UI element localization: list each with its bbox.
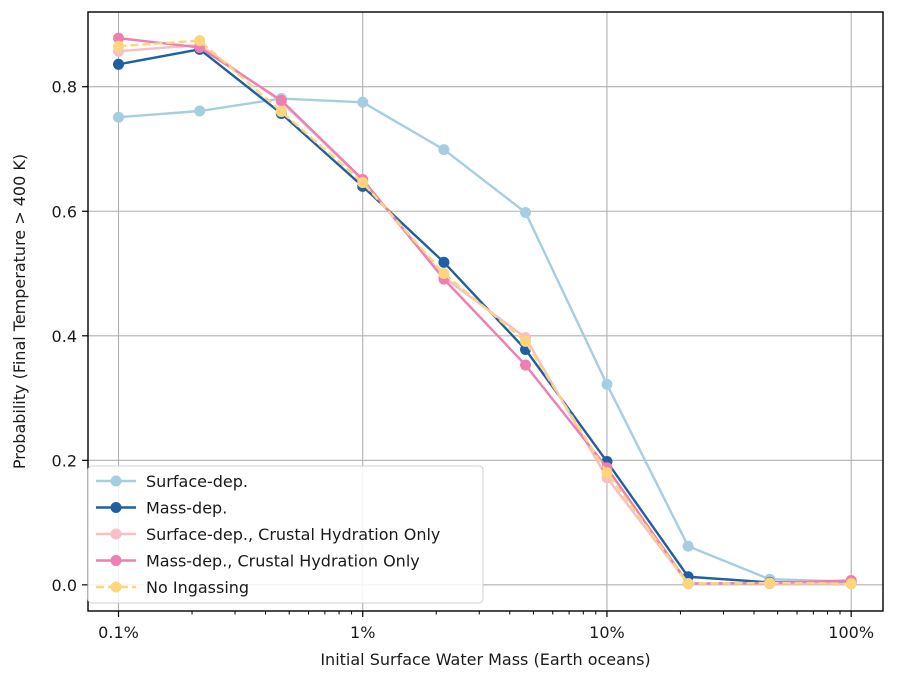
legend-label: Surface-dep. <box>146 472 248 491</box>
data-point <box>682 540 694 552</box>
data-point <box>438 268 450 280</box>
y-tick-label: 0.2 <box>52 451 77 470</box>
x-tick-label: 1% <box>350 623 375 642</box>
legend-marker <box>110 528 122 540</box>
x-tick-label: 100% <box>828 623 874 642</box>
legend-marker <box>110 555 122 566</box>
series-5 <box>113 35 857 590</box>
legend-label: Surface-dep., Crustal Hydration Only <box>146 525 440 544</box>
data-point <box>601 378 613 390</box>
legend-marker <box>110 581 122 593</box>
data-point <box>113 32 125 44</box>
data-point <box>275 94 287 106</box>
data-point <box>194 35 206 47</box>
legend-entry: Mass-dep., Crustal Hydration Only <box>96 552 420 571</box>
data-point <box>438 144 450 156</box>
y-tick-label: 0.8 <box>52 78 77 97</box>
x-tick-label: 0.1% <box>98 623 139 642</box>
y-tick-label: 0.0 <box>52 576 77 595</box>
y-axis-label: Probability (Final Temperature > 400 K) <box>10 154 29 469</box>
data-point <box>520 335 532 347</box>
data-point <box>520 359 532 371</box>
data-point <box>275 106 287 118</box>
data-point <box>194 105 206 117</box>
legend-entry: No Ingassing <box>96 578 249 597</box>
data-point <box>113 58 125 70</box>
data-point <box>113 111 125 123</box>
plot-frame <box>87 11 884 612</box>
legend-entry: Surface-dep. <box>96 472 248 491</box>
legend-entry: Surface-dep., Crustal Hydration Only <box>96 525 440 544</box>
legend-box <box>87 465 484 604</box>
data-point <box>357 177 369 189</box>
series-line <box>118 39 852 585</box>
data-point <box>682 578 694 590</box>
legend-label: Mass-dep., Crustal Hydration Only <box>146 552 420 571</box>
y-tick-label: 0.6 <box>52 202 77 221</box>
data-point <box>520 206 532 218</box>
legend: Surface-dep. Mass-dep. Surface-dep., Crust… <box>87 465 484 604</box>
x-axis-label: Initial Surface Water Mass (Earth oceans… <box>320 650 650 669</box>
x-tick-label: 10% <box>589 623 625 642</box>
axis-ticks: 0.1% 1% 10% 100% 0.0 0.2 0.4 0.6 0.8 <box>52 78 874 642</box>
data-point <box>601 467 613 479</box>
series-group <box>113 32 857 590</box>
data-point <box>357 96 369 108</box>
series-line <box>118 97 852 583</box>
legend-entry: Mass-dep. <box>96 499 227 518</box>
legend-marker <box>110 475 122 487</box>
legend-label: No Ingassing <box>146 578 249 597</box>
data-point <box>438 256 450 268</box>
legend-marker <box>110 502 122 513</box>
data-point <box>113 40 125 52</box>
legend-label: Mass-dep. <box>146 499 227 518</box>
data-point <box>764 577 776 589</box>
y-tick-label: 0.4 <box>52 327 77 346</box>
data-point <box>845 578 857 590</box>
